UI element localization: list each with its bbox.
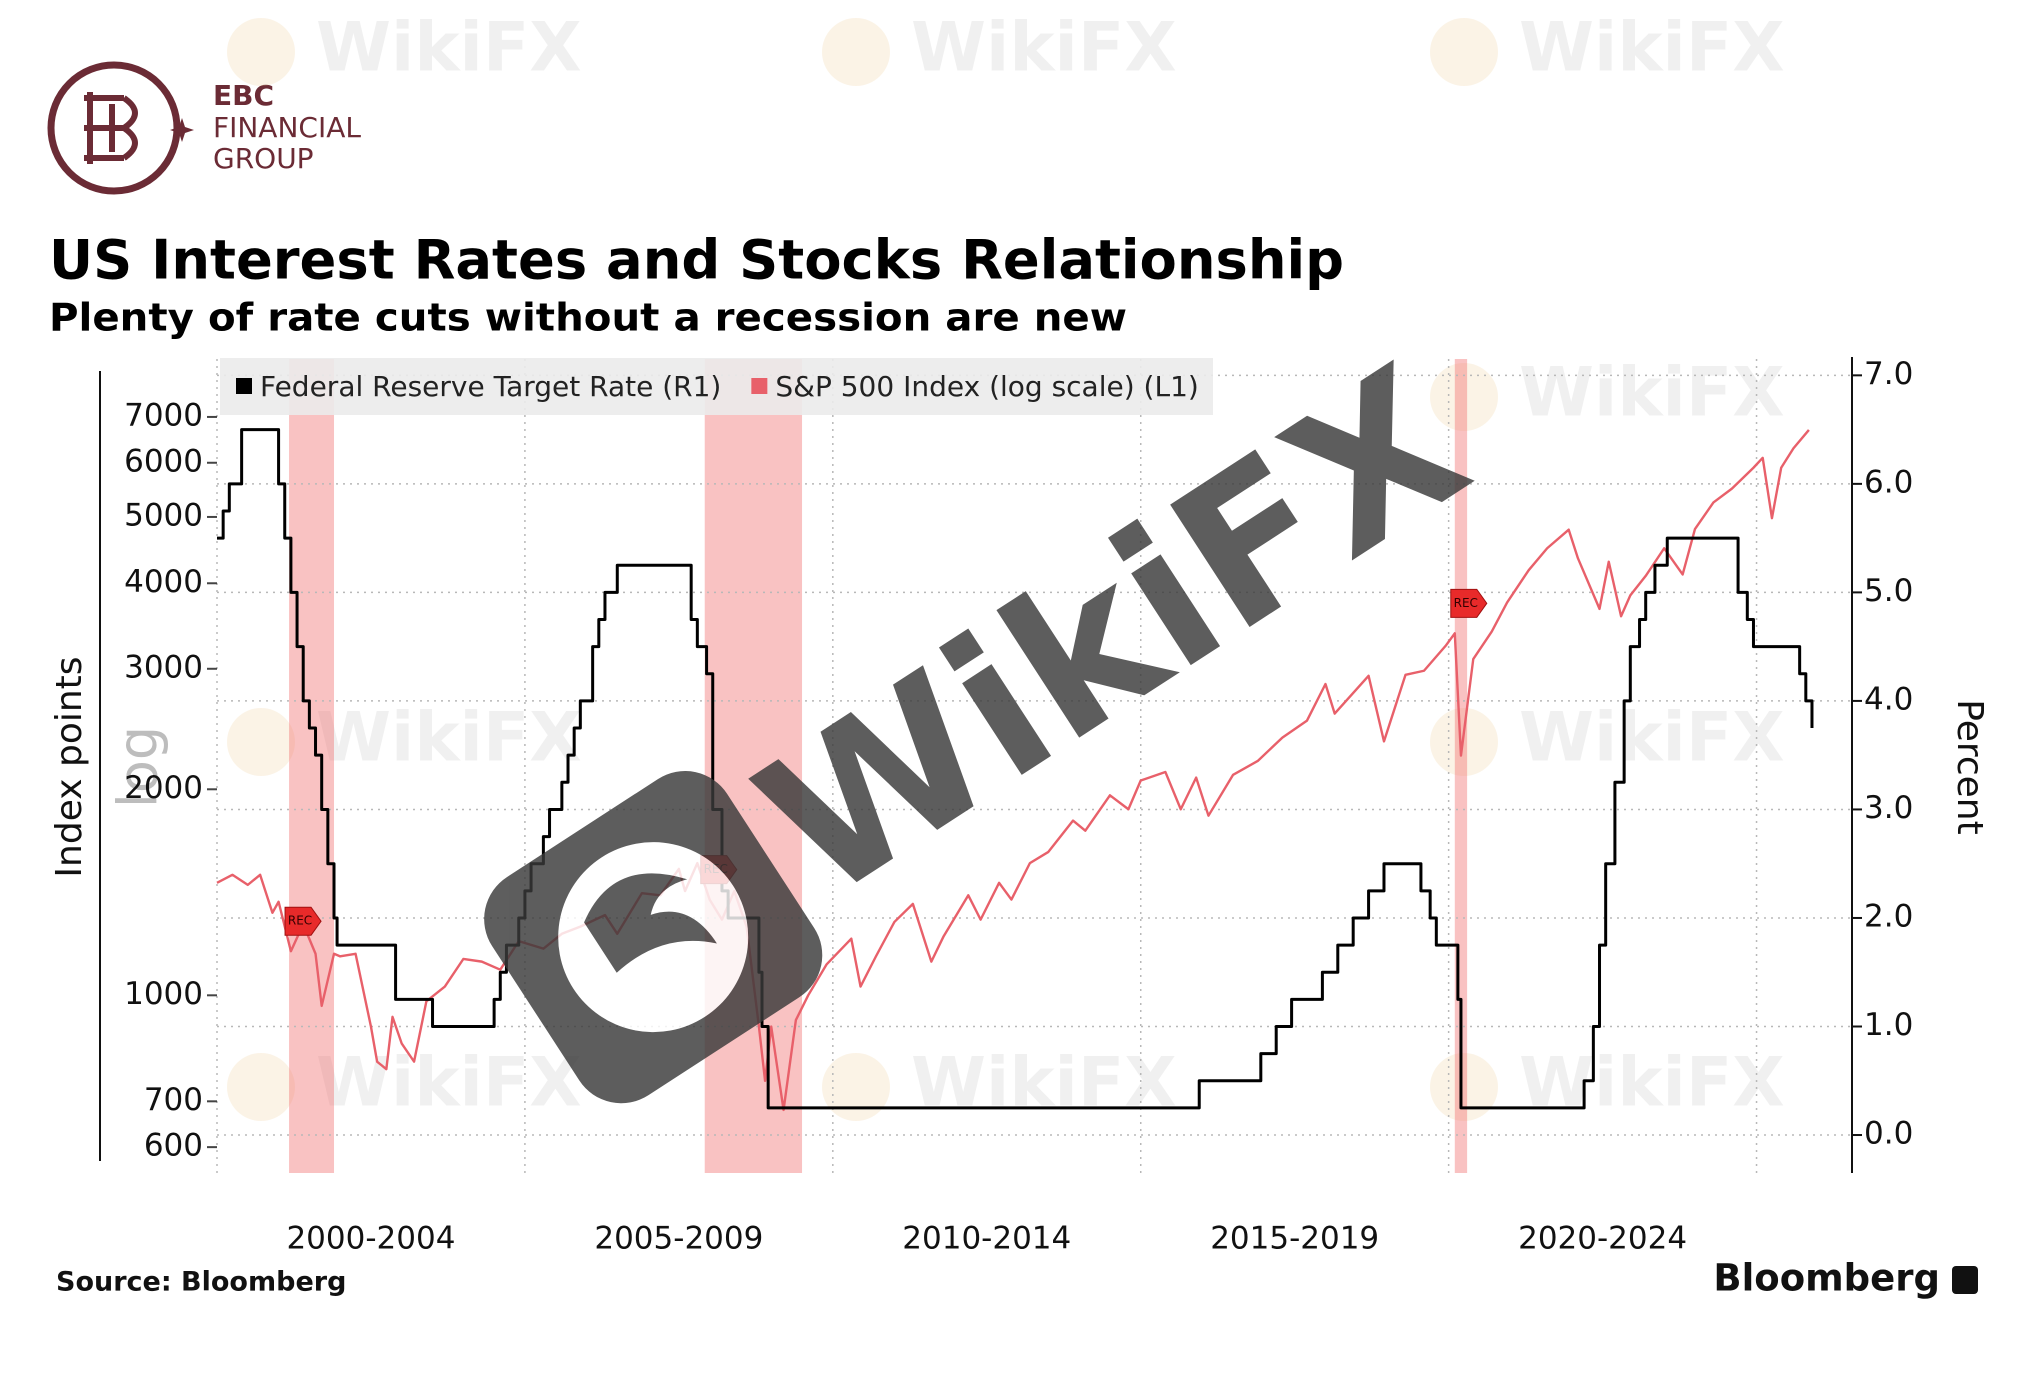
- brand-icon: [1952, 1266, 1978, 1294]
- y2-tick-label: 0.0: [1864, 1116, 1913, 1152]
- legend-label: Federal Reserve Target Rate (R1): [260, 370, 721, 403]
- y2-tick-label: 6.0: [1864, 464, 1913, 500]
- watermark-logo: [584, 873, 717, 973]
- y-tick-label: 1000: [124, 976, 203, 1012]
- y2-tick-label: 4.0: [1864, 681, 1913, 717]
- watermark: WikiFX: [1519, 354, 1785, 433]
- y-axis-note: log: [107, 726, 170, 808]
- y-tick-label: 5000: [124, 497, 203, 533]
- watermark-icon: [822, 18, 890, 86]
- watermark-icon: [227, 18, 295, 86]
- x-tick-label: 2015-2019: [1210, 1221, 1379, 1257]
- y-tick-label: 3000: [124, 649, 203, 685]
- watermark-icon: [1430, 363, 1498, 431]
- watermark: WikiFX: [1519, 699, 1785, 778]
- watermark-icon: [1430, 708, 1498, 776]
- watermark: WikiFX: [911, 9, 1177, 88]
- watermark-large: WikiFX: [484, 323, 1504, 1104]
- x-tick-label: 2005-2009: [594, 1221, 763, 1257]
- logo-text: FINANCIAL: [213, 111, 361, 144]
- watermark: WikiFX: [316, 1044, 582, 1123]
- recession-label: REC: [288, 914, 312, 928]
- logo-mark: [84, 92, 138, 164]
- logo: EBC FINANCIAL GROUP: [47, 61, 361, 195]
- chart-title: US Interest Rates and Stocks Relationshi…: [49, 229, 1344, 292]
- legend-swatch: [236, 378, 252, 394]
- y-tick-label: 7000: [124, 397, 203, 433]
- logo-text: GROUP: [213, 142, 314, 175]
- brand: Bloomberg: [1713, 1257, 1940, 1300]
- x-tick-label: 2010-2014: [902, 1221, 1071, 1257]
- watermark: WikiFX: [316, 9, 582, 88]
- y-axis-title: Index points: [49, 656, 90, 877]
- y-tick-label: 2000: [124, 770, 203, 806]
- watermark-icon: [822, 1053, 890, 1121]
- watermark: WikiFX: [722, 323, 1504, 944]
- x-tick-label: 2000-2004: [286, 1221, 455, 1257]
- recession-marker: [1450, 588, 1488, 618]
- y2-tick-label: 7.0: [1864, 356, 1913, 392]
- chart-subtitle: Plenty of rate cuts without a recession …: [49, 296, 1127, 340]
- watermark: WikiFX: [911, 1044, 1177, 1123]
- watermark-icon: [1430, 1053, 1498, 1121]
- y2-tick-label: 1.0: [1864, 1007, 1913, 1043]
- x-tick-label: 2020-2024: [1518, 1221, 1687, 1257]
- watermark: WikiFX: [316, 699, 582, 778]
- legend-swatch: [751, 378, 768, 394]
- y-tick-label: 6000: [124, 443, 203, 479]
- y2-tick-label: 2.0: [1864, 898, 1913, 934]
- legend-label: S&P 500 Index (log scale) (L1): [775, 370, 1198, 403]
- watermark: WikiFX: [1519, 9, 1785, 88]
- watermark-icon: [227, 1053, 295, 1121]
- recession-label: REC: [1454, 596, 1478, 610]
- watermark-icon: [1430, 18, 1498, 86]
- watermark-icon: [227, 708, 295, 776]
- y-tick-label: 600: [144, 1128, 203, 1164]
- recession-band: [289, 359, 335, 1173]
- logo-text: EBC: [213, 79, 274, 112]
- series-line: [216, 429, 1810, 1112]
- logo-star: [170, 118, 194, 142]
- y2-tick-label: 5.0: [1864, 573, 1913, 609]
- y-tick-label: 700: [144, 1082, 203, 1118]
- watermark: WikiFX: [1519, 1044, 1785, 1123]
- y-tick-label: 4000: [124, 564, 203, 600]
- y2-tick-label: 3.0: [1864, 790, 1913, 826]
- legend-box: [220, 358, 1213, 415]
- y2-axis-title: Percent: [1949, 699, 1990, 834]
- source: Source: Bloomberg: [56, 1267, 346, 1298]
- recession-marker: [284, 906, 322, 936]
